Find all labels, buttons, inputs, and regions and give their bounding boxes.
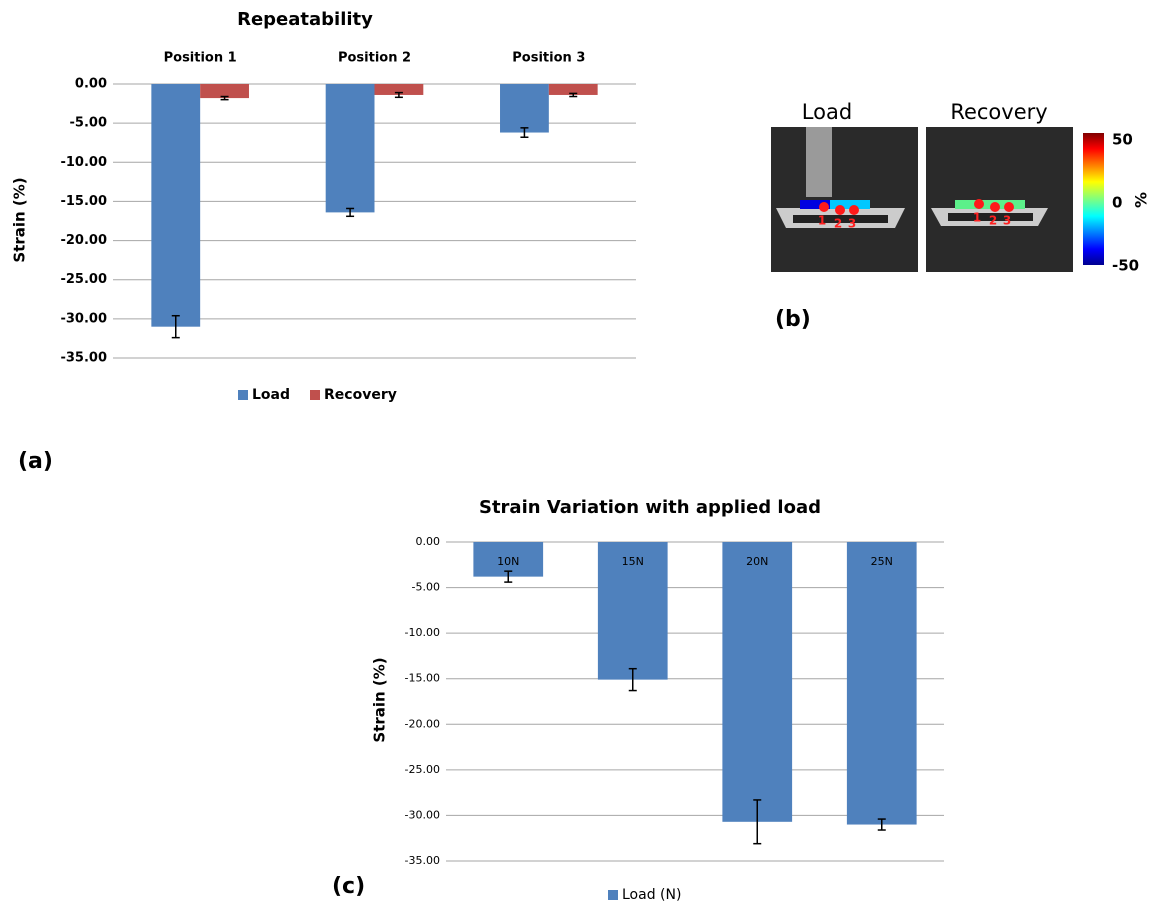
y-axis-label: Strain (%)	[371, 657, 389, 742]
chart-title: Strain Variation with applied load	[479, 497, 821, 518]
category-label: 15N	[622, 555, 644, 568]
y-axis-label: Strain (%)	[11, 177, 29, 262]
y-tick-label: -10.00	[60, 155, 107, 170]
colorbar	[1083, 133, 1104, 265]
bar	[722, 542, 792, 822]
figure: Repeatability (a) Strain (%) 0.00 -5.00 -10.0…	[0, 0, 1163, 908]
chart-title: Repeatability	[237, 9, 373, 30]
point-label: 2	[989, 214, 997, 228]
y-tick-label: -10.00	[405, 626, 440, 639]
colorbar-tick-label: -50	[1112, 257, 1139, 275]
legend-label: Load	[252, 387, 290, 403]
category-label: 10N	[497, 555, 519, 568]
image-recovery	[926, 127, 1073, 272]
bar	[151, 84, 200, 327]
category-label: 25N	[871, 555, 893, 568]
category-label: Position 1	[164, 51, 237, 66]
point-label: 2	[834, 217, 842, 231]
probe	[806, 127, 832, 197]
legend-swatch	[238, 390, 248, 400]
image-panel	[771, 127, 1104, 272]
strain-map	[955, 200, 1025, 209]
point-label: 1	[818, 214, 826, 228]
y-tick-label: -30.00	[405, 808, 440, 821]
point-label: 3	[848, 217, 856, 231]
y-tick-label: 0.00	[416, 535, 441, 548]
y-tick-label: -35.00	[405, 854, 440, 867]
category-label: Position 3	[512, 51, 585, 66]
legend-label: Load (N)	[622, 887, 681, 903]
bar	[500, 84, 549, 133]
y-tick-label: -15.00	[60, 194, 107, 209]
y-tick-label: -5.00	[412, 581, 440, 594]
point-marker	[974, 199, 984, 209]
y-tick-label: -30.00	[60, 311, 107, 326]
legend-label: Recovery	[324, 387, 397, 403]
bar	[847, 542, 917, 825]
y-tick-label: -20.00	[60, 233, 107, 248]
y-tick-label: -35.00	[60, 351, 107, 366]
image-load	[771, 127, 918, 272]
colorbar-tick-label: 0	[1112, 194, 1122, 212]
y-tick-label: -25.00	[60, 272, 107, 287]
y-tick-label: 0.00	[75, 77, 107, 92]
image-title: Load	[802, 100, 852, 124]
y-tick-label: -5.00	[70, 116, 107, 131]
point-marker	[835, 205, 845, 215]
legend-swatch	[310, 390, 320, 400]
category-label: 20N	[746, 555, 768, 568]
point-label: 1	[973, 211, 981, 225]
point-marker	[819, 202, 829, 212]
legend-swatch	[608, 890, 618, 900]
y-tick-label: -20.00	[405, 717, 440, 730]
panel-label: (c)	[332, 874, 365, 899]
y-tick-label: -15.00	[405, 672, 440, 685]
colorbar-unit: %	[1132, 192, 1151, 208]
y-tick-label: -25.00	[405, 763, 440, 776]
colorbar-tick-label: 50	[1112, 131, 1133, 149]
bar	[326, 84, 375, 212]
point-marker	[849, 205, 859, 215]
point-marker	[1004, 202, 1014, 212]
panel-label: (a)	[18, 449, 53, 474]
point-marker	[990, 202, 1000, 212]
panel-label: (b)	[775, 307, 811, 332]
point-label: 3	[1003, 214, 1011, 228]
category-label: Position 2	[338, 51, 411, 66]
image-title: Recovery	[950, 100, 1047, 124]
